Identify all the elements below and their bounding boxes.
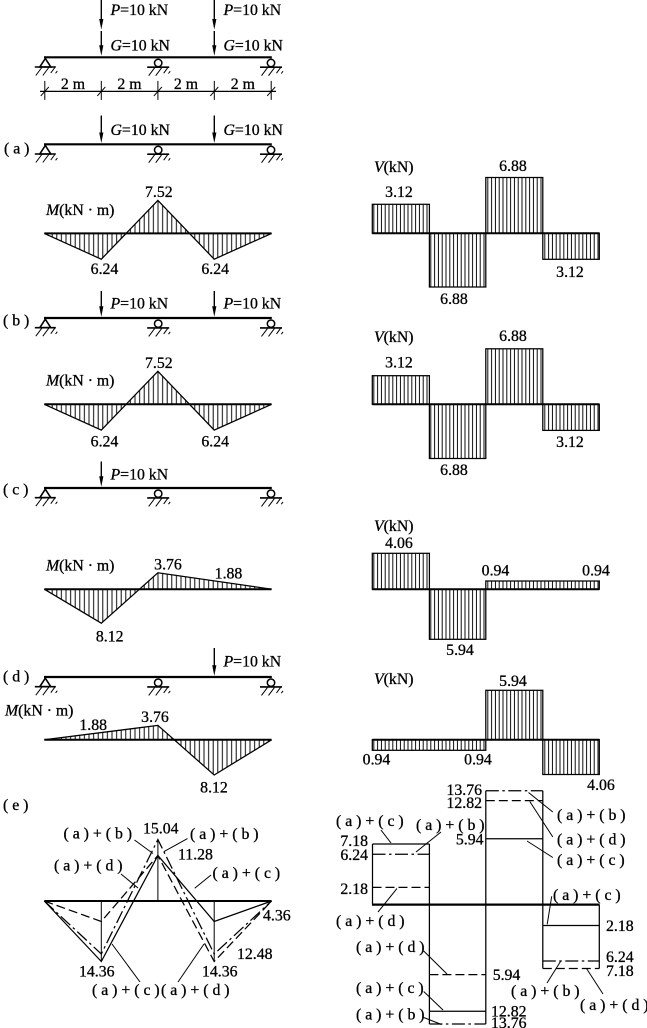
svg-text:12.82: 12.82 (491, 1004, 527, 1021)
svg-text:( a ) + ( b ): ( a ) + ( b ) (64, 826, 133, 843)
svg-text:5.94: 5.94 (499, 673, 527, 690)
svg-text:( a ) + ( c ): ( a ) + ( c ) (557, 852, 625, 869)
svg-text:V(kN): V(kN) (374, 671, 413, 688)
svg-text:( a ) + ( d ): ( a ) + ( d ) (161, 982, 230, 999)
svg-text:15.04: 15.04 (143, 821, 179, 838)
svg-text:M(kN · m): M(kN · m) (45, 558, 114, 575)
svg-text:V(kN): V(kN) (374, 329, 413, 346)
svg-text:( a ) + ( c ): ( a ) + ( c ) (213, 865, 281, 882)
svg-text:( a ) + ( d ): ( a ) + ( d ) (580, 997, 647, 1014)
svg-text:6.88: 6.88 (440, 291, 468, 308)
svg-text:( e ): ( e ) (3, 797, 28, 814)
svg-text:4.06: 4.06 (587, 777, 615, 794)
svg-text:G=10 kN: G=10 kN (224, 122, 284, 139)
svg-text:V(kN): V(kN) (374, 518, 413, 535)
svg-text:( a ): ( a ) (4, 141, 29, 158)
svg-text:0.94: 0.94 (363, 752, 391, 769)
svg-text:2.18: 2.18 (606, 918, 634, 935)
svg-text:( d ): ( d ) (3, 669, 29, 686)
svg-text:2 m: 2 m (174, 76, 199, 93)
svg-text:2 m: 2 m (61, 76, 86, 93)
svg-text:2.18: 2.18 (340, 881, 368, 898)
svg-text:6.24: 6.24 (91, 261, 119, 278)
svg-text:( a ) + ( b ): ( a ) + ( b ) (416, 817, 485, 834)
svg-text:6.88: 6.88 (440, 462, 468, 479)
svg-text:6.24: 6.24 (340, 847, 368, 864)
svg-text:( b ): ( b ) (3, 313, 29, 330)
svg-text:V(kN): V(kN) (374, 159, 413, 176)
svg-text:4.36: 4.36 (263, 908, 291, 925)
svg-text:3.12: 3.12 (385, 184, 413, 201)
svg-text:3.12: 3.12 (385, 355, 413, 372)
svg-text:5.94: 5.94 (446, 642, 474, 659)
svg-text:12.82: 12.82 (446, 795, 482, 812)
svg-text:1.88: 1.88 (79, 717, 107, 734)
svg-text:5.94: 5.94 (493, 967, 521, 984)
svg-text:14.36: 14.36 (202, 964, 238, 981)
svg-text:( a ) + ( d ): ( a ) + ( d ) (54, 858, 123, 875)
svg-text:13.76: 13.76 (446, 782, 482, 799)
svg-text:( a ) + ( b ): ( a ) + ( b ) (557, 807, 626, 824)
svg-text:G=10 kN: G=10 kN (111, 38, 171, 55)
svg-text:13.76: 13.76 (491, 1015, 527, 1028)
svg-text:3.12: 3.12 (556, 434, 584, 451)
svg-text:6.24: 6.24 (606, 949, 634, 966)
svg-text:7.18: 7.18 (340, 833, 368, 850)
svg-text:( a ) + ( c ): ( a ) + ( c ) (356, 980, 424, 997)
svg-text:P=10 kN: P=10 kN (110, 467, 169, 484)
svg-text:0.94: 0.94 (582, 563, 610, 580)
svg-text:11.28: 11.28 (178, 847, 213, 864)
svg-text:G=10 kN: G=10 kN (111, 122, 171, 139)
svg-text:G=10 kN: G=10 kN (224, 38, 284, 55)
svg-text:P=10 kN: P=10 kN (110, 296, 169, 313)
svg-text:P=10 kN: P=10 kN (223, 296, 282, 313)
svg-text:1.88: 1.88 (215, 566, 243, 583)
svg-text:M(kN · m): M(kN · m) (45, 373, 114, 390)
svg-text:8.12: 8.12 (96, 629, 124, 646)
svg-text:( a ) + ( d ): ( a ) + ( d ) (336, 913, 405, 930)
svg-text:M(kN · m): M(kN · m) (45, 202, 114, 219)
svg-text:( a ) + ( b ): ( a ) + ( b ) (356, 1007, 425, 1024)
svg-text:P=10 kN: P=10 kN (223, 2, 282, 19)
svg-text:3.76: 3.76 (154, 557, 182, 574)
svg-text:2 m: 2 m (117, 76, 142, 93)
svg-text:7.18: 7.18 (606, 963, 634, 980)
svg-text:0.94: 0.94 (482, 563, 510, 580)
svg-text:6.24: 6.24 (201, 434, 229, 451)
svg-text:3.12: 3.12 (556, 264, 584, 281)
svg-text:6.88: 6.88 (499, 328, 527, 345)
svg-text:6.88: 6.88 (499, 158, 527, 175)
svg-text:( a ) + ( d ): ( a ) + ( d ) (557, 832, 626, 849)
svg-text:P=10 kN: P=10 kN (223, 654, 282, 671)
svg-text:P=10 kN: P=10 kN (110, 2, 169, 19)
svg-text:4.06: 4.06 (385, 535, 413, 552)
svg-text:3.76: 3.76 (141, 709, 169, 726)
svg-text:12.48: 12.48 (237, 946, 273, 963)
svg-text:( a ) + ( c ): ( a ) + ( c ) (92, 982, 160, 999)
svg-text:( a ) + ( c ): ( a ) + ( c ) (336, 813, 404, 830)
svg-text:( a ) + ( b ): ( a ) + ( b ) (511, 983, 580, 1000)
svg-text:( a ) + ( d ): ( a ) + ( d ) (356, 939, 425, 956)
svg-text:8.12: 8.12 (200, 780, 228, 797)
svg-text:6.24: 6.24 (91, 434, 119, 451)
svg-text:5.94: 5.94 (456, 832, 484, 849)
svg-text:6.24: 6.24 (201, 261, 229, 278)
svg-text:( a ) + ( b ): ( a ) + ( b ) (190, 826, 259, 843)
svg-text:( c ): ( c ) (3, 482, 28, 499)
svg-text:14.36: 14.36 (79, 964, 115, 981)
svg-text:0.94: 0.94 (464, 752, 492, 769)
svg-text:M(kN · m): M(kN · m) (4, 703, 73, 720)
svg-text:2 m: 2 m (231, 76, 256, 93)
svg-text:7.52: 7.52 (145, 355, 173, 372)
svg-text:7.52: 7.52 (145, 184, 173, 201)
svg-text:( a ) + ( c ): ( a ) + ( c ) (553, 887, 621, 904)
